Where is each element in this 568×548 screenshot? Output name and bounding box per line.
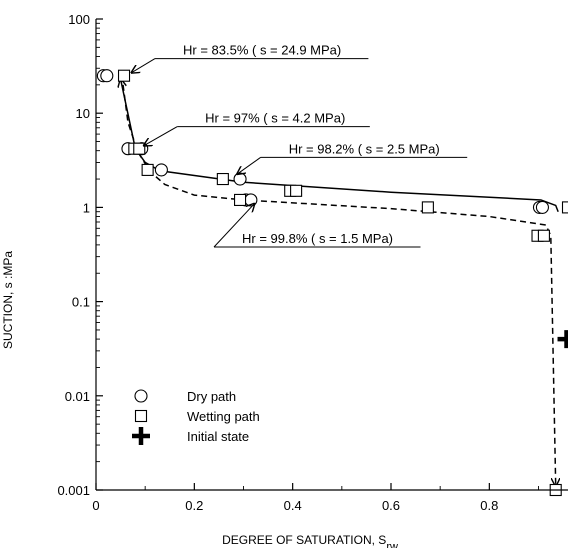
annotations: Hr = 83.5% ( s = 24.9 MPa) Hr = 97% ( s =… xyxy=(132,43,468,248)
x-tick-label: 0 xyxy=(92,498,99,513)
legend-label: Initial state xyxy=(187,429,249,444)
initial-state-point xyxy=(557,330,568,349)
x-axis-title-subscript: rw xyxy=(386,541,398,548)
wetting-path-point xyxy=(421,201,434,214)
annotation-label: Hr = 97% ( s = 4.2 MPa) xyxy=(205,111,345,126)
annotation-label: Hr = 99.8% ( s = 1.5 MPa) xyxy=(242,231,393,246)
dry-path-point xyxy=(154,163,168,177)
wetting-path-point xyxy=(290,184,303,197)
legend-label: Dry path xyxy=(187,389,236,404)
annotation-leader xyxy=(237,156,261,174)
y-tick-label: 1 xyxy=(83,200,90,215)
legend-symbol-square xyxy=(134,409,148,423)
x-tick-label: 0.2 xyxy=(185,498,203,513)
annotation-label: Hr = 98.2% ( s = 2.5 MPa) xyxy=(289,141,440,156)
x-tick-label: 0.4 xyxy=(284,498,302,513)
wetting-path-point xyxy=(117,69,131,82)
plot-area xyxy=(96,19,568,490)
x-tick-label: 0.6 xyxy=(382,498,400,513)
wetting-path-point xyxy=(133,142,146,155)
y-tick-label: 0.001 xyxy=(57,483,90,498)
legend: Dry path Wetting path Initial state xyxy=(132,389,260,445)
wetting-path-point xyxy=(537,229,550,242)
dry-path-point xyxy=(244,193,258,207)
legend-label: Wetting path xyxy=(187,409,260,424)
plot-background xyxy=(96,19,568,490)
dry-path-point xyxy=(100,69,114,83)
y-tick-label: 100 xyxy=(68,12,90,27)
y-tick-label: 0.01 xyxy=(65,389,90,404)
x-axis-title: DEGREE OF SATURATION, Srw xyxy=(222,533,398,548)
annotation-label: Hr = 83.5% ( s = 24.9 MPa) xyxy=(183,43,341,58)
wetting-path-point xyxy=(141,163,154,176)
x-tick-label: 0.8 xyxy=(480,498,498,513)
dry-path-point xyxy=(535,200,549,214)
y-axis-title: SUCTION, s :MPa xyxy=(1,251,15,349)
annotation-leader xyxy=(132,58,156,73)
dry-path-point xyxy=(233,172,247,186)
annotation-leader xyxy=(144,126,178,146)
wetting-path-point xyxy=(561,201,568,214)
legend-symbol-plus xyxy=(132,427,150,445)
wetting-path-point xyxy=(234,193,247,206)
annotation-leader xyxy=(213,204,254,248)
legend-symbol-circle xyxy=(134,389,148,403)
y-tick-label: 0.1 xyxy=(72,295,90,310)
y-tick-label: 10 xyxy=(76,106,90,121)
wetting-path-point xyxy=(216,172,229,186)
